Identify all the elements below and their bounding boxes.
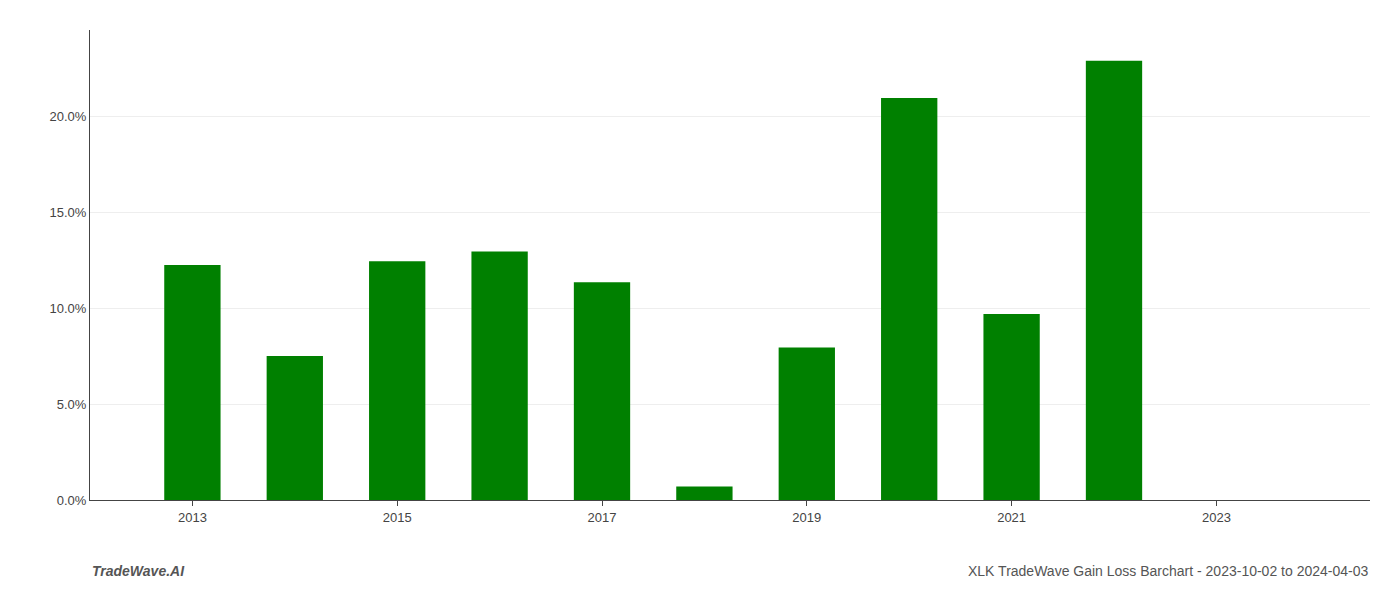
svg-text:20.0%: 20.0% — [50, 109, 87, 124]
svg-text:2023: 2023 — [1202, 510, 1231, 525]
svg-text:TradeWave.AI: TradeWave.AI — [92, 563, 185, 579]
svg-text:2021: 2021 — [997, 510, 1026, 525]
svg-text:2017: 2017 — [588, 510, 617, 525]
svg-text:2013: 2013 — [178, 510, 207, 525]
svg-text:10.0%: 10.0% — [50, 301, 87, 316]
svg-text:5.0%: 5.0% — [57, 397, 87, 412]
svg-text:XLK TradeWave Gain Loss Barcha: XLK TradeWave Gain Loss Barchart - 2023-… — [968, 563, 1368, 579]
svg-text:2015: 2015 — [383, 510, 412, 525]
svg-text:0.0%: 0.0% — [57, 493, 87, 508]
svg-text:2019: 2019 — [792, 510, 821, 525]
svg-text:15.0%: 15.0% — [50, 205, 87, 220]
